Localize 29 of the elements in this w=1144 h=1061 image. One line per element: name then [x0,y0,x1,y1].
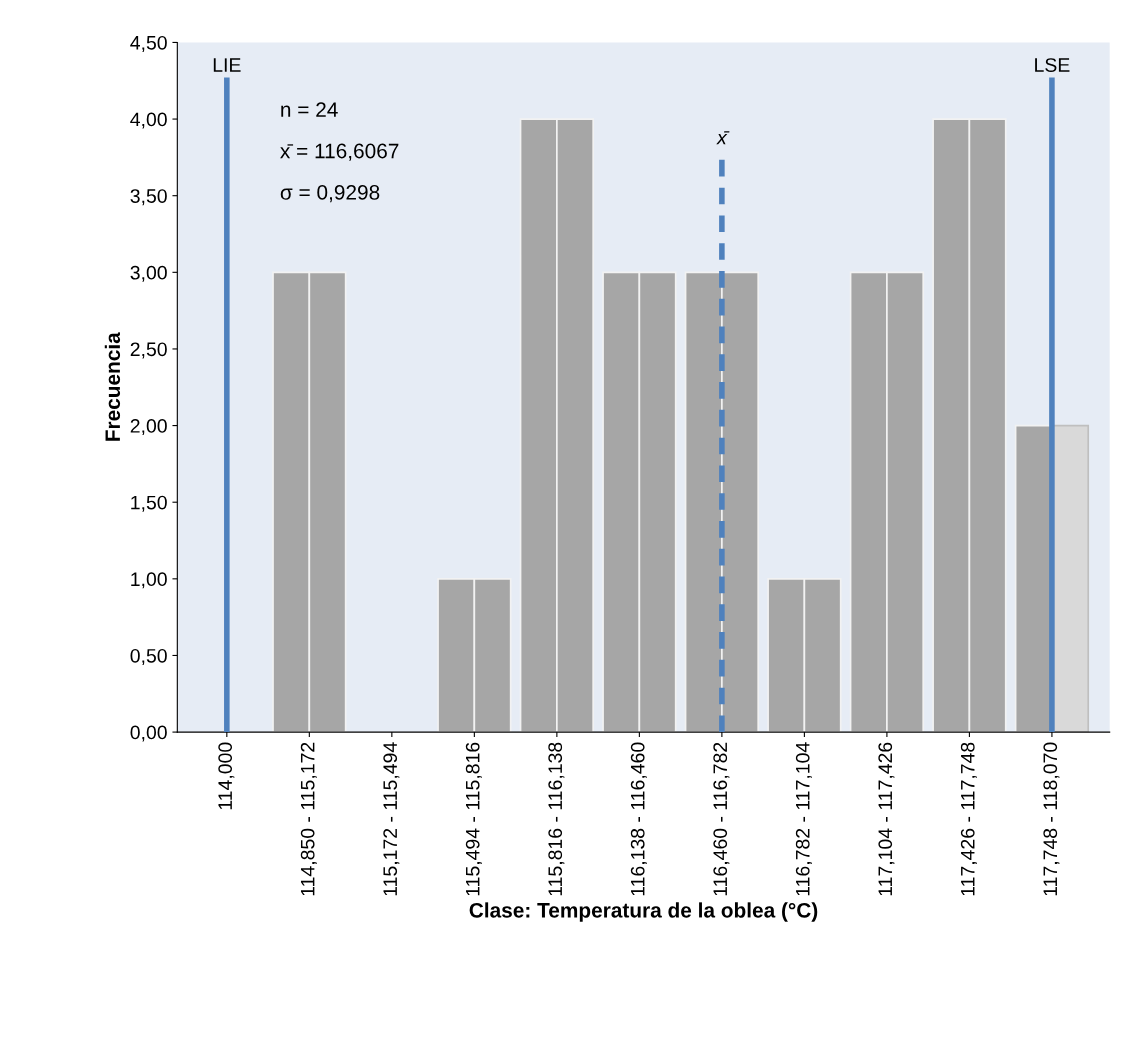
x-tick-label: 116,460 - 116,782 [713,742,730,896]
x-tick-label: 115,816 - 116,138 [548,742,565,896]
annotation: x̄ = 116,6067 [280,143,399,161]
x-tick-label: 114,000 [218,742,235,810]
x-tick-label: 115,494 - 115,816 [465,742,482,896]
y-tick-label: 3,50 [130,189,167,206]
ref-line-label: LSE [1035,58,1070,72]
y-tick-label: 4,00 [130,112,167,129]
y-tick-label: 2,00 [130,419,167,436]
y-tick-label: 1,50 [131,495,167,512]
y-tick-label: 0,50 [130,648,167,665]
ref-line-label: x̄ [716,131,730,145]
annotation: σ = 0,9298 [280,185,380,203]
y-tick-label: 0,00 [130,725,167,742]
x-tick-label: 114,850 - 115,172 [300,742,317,896]
y-tick-label: 4,50 [130,35,167,52]
y-tick-label: 2,50 [130,342,167,359]
x-tick-label: 116,138 - 116,460 [630,742,647,896]
ref-line-label: LIE [213,58,241,72]
y-axis-title: Frecuencia [104,332,121,441]
x-tick-label: 115,172 - 115,494 [383,742,400,896]
x-axis-title: Clase: Temperatura de la oblea (°C) [469,902,818,922]
y-tick-label: 1,00 [131,572,167,589]
y-tick-label: 3,00 [130,265,167,282]
x-tick-label: 116,782 - 117,104 [795,742,812,896]
x-tick-label: 117,748 - 118,070 [1043,742,1060,896]
x-tick-label: 117,104 - 117,426 [878,742,895,896]
x-tick-label: 117,426 - 117,748 [960,742,977,896]
annotation: n = 24 [281,102,338,117]
